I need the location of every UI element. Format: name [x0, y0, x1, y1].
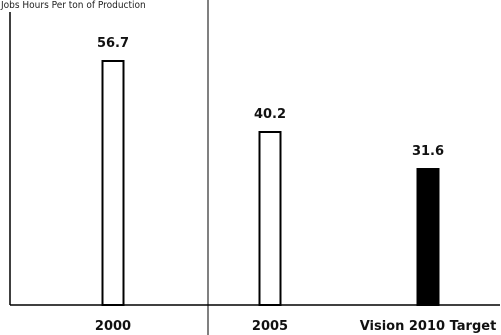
bars-group [101, 60, 440, 306]
x-tick-label-2000: 2000 [95, 319, 131, 334]
bar-2000 [101, 60, 125, 306]
value-labels-group: 56.7 40.2 31.6 [97, 36, 444, 159]
tick-labels-group: 2000 2005 Vision 2010 Target [95, 319, 496, 334]
bar-vision-2010-target [416, 168, 440, 306]
value-label-2005: 40.2 [254, 107, 286, 122]
value-label-vision-2010-target: 31.6 [412, 144, 444, 159]
x-tick-label-2005: 2005 [252, 319, 288, 334]
value-label-2000: 56.7 [97, 36, 129, 51]
bar-2005 [258, 131, 282, 306]
chart-header-fragment: Jobs Hours Per ton of Production [0, 0, 146, 11]
x-tick-label-vision-2010-target: Vision 2010 Target [360, 319, 497, 334]
